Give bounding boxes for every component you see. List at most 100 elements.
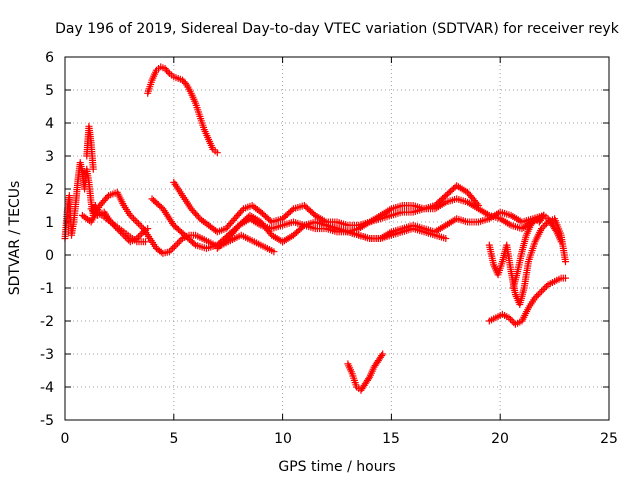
data-point: [142, 238, 150, 246]
data-point: [266, 217, 274, 225]
data-point: [536, 289, 544, 297]
data-point: [133, 218, 141, 226]
data-point: [181, 79, 189, 87]
data-point: [505, 314, 513, 322]
data-point: [90, 208, 98, 216]
data-point: [541, 284, 549, 292]
data-point: [175, 238, 183, 246]
data-point: [177, 236, 185, 244]
y-tick-label: 1: [45, 215, 54, 231]
data-point: [123, 235, 131, 242]
data-point: [128, 213, 136, 221]
y-axis-label: SDTVAR / TECUs: [7, 181, 23, 296]
data-point: [113, 225, 121, 233]
data-point: [144, 225, 152, 233]
data-point: [131, 216, 139, 224]
data-point: [89, 165, 97, 173]
data-point: [365, 375, 373, 383]
data-point: [138, 230, 146, 238]
data-point: [539, 223, 547, 231]
data-marks: [61, 63, 569, 394]
data-point: [238, 206, 246, 214]
data-point: [557, 238, 565, 246]
data-point: [108, 220, 116, 228]
data-point: [531, 294, 539, 302]
y-tick-label: -2: [40, 314, 54, 330]
data-point: [118, 230, 126, 238]
data-point: [542, 282, 550, 290]
data-point: [379, 350, 387, 358]
y-tick-label: 3: [45, 149, 54, 165]
x-tick-label: 20: [491, 431, 509, 447]
data-point: [552, 226, 560, 234]
data-point: [89, 206, 97, 214]
data-point: [134, 233, 142, 241]
data-point: [539, 286, 547, 294]
y-tick-labels: -5 -4 -3 -2 -1 0 1 2 3 4 5 6: [40, 50, 54, 429]
series-arc-j: [344, 350, 387, 394]
data-point: [87, 205, 95, 213]
data-point: [165, 248, 173, 256]
data-point: [130, 215, 138, 223]
y-tick-label: -1: [40, 281, 54, 297]
y-tick-label: -3: [40, 347, 54, 363]
data-point: [157, 248, 165, 256]
y-tick-label: 4: [45, 116, 54, 132]
plot-frame: [64, 56, 610, 421]
data-point: [133, 235, 141, 242]
y-tick-label: -5: [40, 413, 54, 429]
x-tick-label: 0: [61, 431, 70, 447]
x-axis-label: GPS time / hours: [278, 459, 395, 475]
data-point: [174, 239, 182, 247]
series-arc-d: [87, 205, 152, 246]
data-point: [164, 68, 172, 76]
data-point: [134, 220, 142, 228]
series-arc-b: [83, 122, 97, 173]
data-point: [136, 231, 144, 239]
data-point: [170, 243, 178, 251]
data-point: [112, 223, 120, 231]
y-tick-label: 2: [45, 182, 54, 198]
chart-title: Day 196 of 2019, Sidereal Day-to-day VTE…: [55, 21, 620, 37]
data-point: [507, 315, 515, 323]
data-point: [561, 274, 569, 282]
data-point: [534, 291, 542, 299]
data-point: [561, 258, 569, 266]
data-point: [299, 223, 307, 231]
y-tick-label: 0: [45, 248, 54, 264]
x-tick-label: 25: [600, 431, 618, 447]
data-point: [138, 223, 146, 231]
data-point: [190, 240, 198, 248]
data-point: [120, 231, 128, 239]
y-tick-label: 6: [45, 50, 54, 66]
data-point: [270, 248, 278, 256]
data-point: [213, 149, 221, 157]
x-tick-label: 15: [382, 431, 400, 447]
data-point: [121, 233, 129, 241]
x-tick-labels: 0 5 10 15 20 25: [61, 431, 618, 447]
x-tick-label: 5: [170, 431, 179, 447]
data-point: [378, 352, 386, 360]
data-point: [533, 292, 541, 300]
data-point: [538, 287, 546, 295]
series-arc-h: [213, 195, 548, 252]
data-point: [541, 221, 549, 229]
series-arc-e: [144, 63, 221, 157]
series-arc-k: [485, 215, 569, 308]
data-point: [116, 228, 124, 236]
data-point: [169, 244, 177, 252]
data-point: [538, 225, 546, 233]
data-point: [288, 206, 296, 214]
data-point: [126, 211, 134, 219]
data-point: [115, 226, 123, 234]
data-point: [172, 241, 180, 249]
data-point: [103, 193, 111, 201]
series-arc-m: [485, 274, 569, 328]
series-arc-c: [78, 188, 278, 257]
data-point: [136, 221, 144, 229]
data-point: [107, 218, 115, 226]
x-tick-label: 10: [274, 431, 292, 447]
data-point: [167, 246, 175, 254]
data-point: [442, 235, 450, 242]
